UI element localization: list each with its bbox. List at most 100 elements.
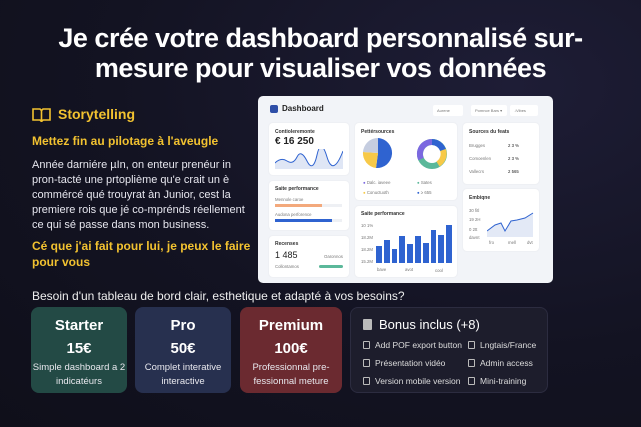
bonus-item: Lngtais/France [468,340,536,350]
plan-pro[interactable]: Pro 50€ Complet interative interactive [135,307,231,393]
plan-desc: Professionnal pre-fessionnal meture [252,362,330,387]
plan-price: 100€ [274,340,308,357]
perf-bar2-label: Audona perforence [275,212,312,217]
plan-starter[interactable]: Starter 15€ Simple dashboard a 2 indicat… [31,307,127,393]
y-tick: davnt [469,235,480,240]
x-tick: mell [508,240,516,245]
perf-bar2 [275,219,342,222]
pie-slice-grey [363,137,378,153]
legend-3: Conuctuoth [366,190,389,195]
performance-card: Saite performance Mennole caroe Audona p… [269,181,349,230]
bar [430,229,437,263]
plan-desc: Simple dashboard a 2 indicatéurs [32,362,126,387]
donut-chart [416,138,447,169]
recenses-bar [319,265,343,268]
sources-card: Pettérsources ● Dalc. iaveee ● Sates ● C… [355,123,457,200]
recenses-value: 1 485 [275,250,298,260]
gift-icon [363,319,372,330]
legend-4: ≥ 655 [420,190,432,195]
feats-value: 2 3 % [508,143,519,148]
bar-chart [376,225,452,263]
bonus-item: Mini-training [468,376,526,386]
line-chart-card: Embiqne 30 fitl 19 2H 0 2tt davnt fro me… [463,189,539,251]
dropdown-2[interactable]: Pomnce Bars ▾ [471,105,507,116]
donut-blue [431,139,446,152]
feats-title: Sources du feats [469,129,510,135]
bar [407,244,413,263]
book-icon [32,107,51,122]
perf-bar1-label: Mennole caroe [275,197,304,202]
bonus-item: Add POF export button [363,340,462,350]
mobile-icon [363,377,370,385]
recenses-right: Oaronnos [324,254,343,259]
dropdown-1[interactable]: Aurene [433,105,463,116]
revenue-value: € 16 250 [275,136,314,147]
legend-1: Dalc. iaveee [366,180,391,185]
bonus-item: Admin access [468,358,533,368]
feats-card: Sources du feats Brugges 2 3 % Comoenlen… [463,123,539,184]
story-subtitle: Mettez fin au pilotage à l'aveugle [32,134,219,148]
headline-line2: mesure pour visualiser vos données [94,53,547,83]
y-tick: 15.2M [361,259,373,264]
y-tick: 0 2tt [469,227,478,232]
bonus-title: Bonus inclus (+8) [379,317,480,332]
plan-price: 50€ [170,340,196,357]
plan-premium[interactable]: Premium 100€ Professionnal pre-fessionna… [240,307,342,393]
pie-chart [362,137,393,169]
bar [414,235,421,263]
training-icon [468,377,475,385]
bar [376,245,382,263]
story-label: Storytelling [32,106,135,122]
plan-name: Pro [170,317,196,334]
y-tick: 18.2M [361,247,373,252]
language-icon [468,341,475,349]
y-tick: 18.2M [361,235,373,240]
line-chart [487,212,534,237]
recenses-card: Recenses 1 485 Collontamos Oaronnos [269,236,349,277]
bonus-item: Version mobile version [363,376,461,386]
bonus-panel: Bonus inclus (+8) Add POF export button … [350,307,548,393]
bar [383,240,390,263]
video-icon [363,359,370,367]
dashboard-preview: Dashboard Aurene Pomnce Bars ▾ ↓Vibes Co… [258,96,553,283]
feats-key: Brugges [469,143,486,148]
revenue-title: Contioleremonte [275,129,315,135]
y-tick: 30 fitl [469,208,480,213]
question: Besoin d'un tableau de bord clair, esthe… [32,289,405,303]
revenue-sparkline [275,149,343,169]
legend-2: Sates [420,180,432,185]
feats-value: 2 565 [508,169,519,174]
bar [391,248,398,263]
admin-icon [468,359,475,367]
feats-key: Comoenlen [469,156,491,161]
feats-key: Vallecrs [469,169,484,174]
dashboard-logo-icon [270,105,278,113]
bar [422,243,429,263]
y-tick: 10 1% [361,223,374,228]
pie-slice-blue [376,138,393,169]
bonus-item: Présentation vidéo [363,358,445,368]
story-label-text: Storytelling [58,106,136,122]
plan-name: Premium [258,317,324,334]
feats-value: 2 3 % [508,156,519,161]
pdf-icon [363,341,370,349]
y-tick: 19 2H [469,217,481,222]
x-tick: fro [489,240,495,245]
headline-line1: Je crée votre dashboard personnalisé sur… [58,23,583,53]
recenses-sub: Collontamos [275,264,299,269]
perf-title: Saite performance [275,186,319,192]
sources-title: Pettérsources [361,129,395,135]
story-cta: Cé que j'ai fait pour lui, je peux le fa… [32,239,251,269]
dashboard-title: Dashboard [282,104,324,113]
dropdown-3[interactable]: ↓Vibes [510,105,538,116]
bar [399,235,406,263]
bar-chart-card: Saite performance 10 1% 18.2M 18.2M 15.2… [355,206,457,277]
bar [446,225,452,263]
donut-yellow [436,149,447,167]
pie-slice-yellow [362,152,378,168]
plan-name: Starter [54,317,104,334]
x-tick: avot [405,267,414,272]
x-tick: dvt [527,240,533,245]
donut-purple [416,138,433,161]
bar-chart-title: Saite performance [361,211,405,217]
